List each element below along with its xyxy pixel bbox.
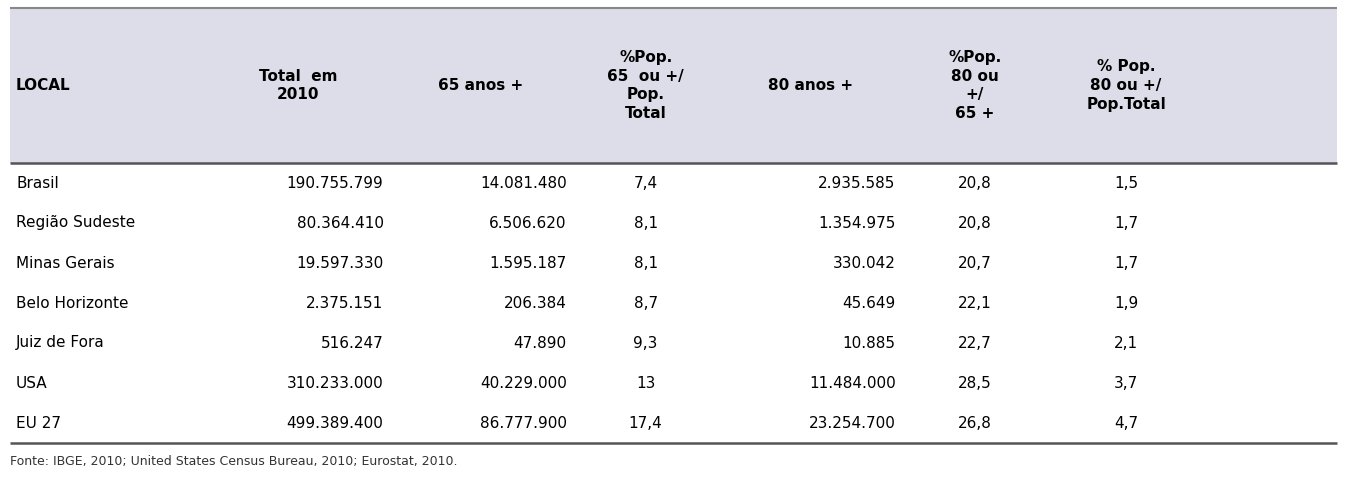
Text: 80.364.410: 80.364.410 — [296, 216, 384, 230]
Text: 310.233.000: 310.233.000 — [287, 375, 384, 391]
Text: %Pop.
80 ou
+/
65 +: %Pop. 80 ou +/ 65 + — [948, 50, 1001, 121]
Text: % Pop.
80 ou +/
Pop.Total: % Pop. 80 ou +/ Pop.Total — [1086, 59, 1167, 112]
Text: 86.777.900: 86.777.900 — [480, 416, 567, 431]
Text: 1.595.187: 1.595.187 — [489, 255, 567, 270]
Text: 1,7: 1,7 — [1114, 255, 1138, 270]
Text: EU 27: EU 27 — [16, 416, 61, 431]
Text: 8,1: 8,1 — [633, 255, 657, 270]
Text: 330.042: 330.042 — [832, 255, 896, 270]
Text: 40.229.000: 40.229.000 — [480, 375, 567, 391]
Text: 22,7: 22,7 — [958, 336, 991, 350]
Text: LOCAL: LOCAL — [16, 78, 70, 93]
Text: 206.384: 206.384 — [504, 295, 567, 311]
Text: 26,8: 26,8 — [958, 416, 991, 431]
Text: Fonte: IBGE, 2010; United States Census Bureau, 2010; Eurostat, 2010.: Fonte: IBGE, 2010; United States Census … — [9, 455, 458, 468]
Text: 499.389.400: 499.389.400 — [287, 416, 384, 431]
Text: Juiz de Fora: Juiz de Fora — [16, 336, 105, 350]
Bar — [9, 8, 1338, 163]
Text: Minas Gerais: Minas Gerais — [16, 255, 114, 270]
Text: 1,9: 1,9 — [1114, 295, 1138, 311]
Text: Brasil: Brasil — [16, 175, 59, 191]
Text: 7,4: 7,4 — [633, 175, 657, 191]
Text: 1.354.975: 1.354.975 — [819, 216, 896, 230]
Text: 20,8: 20,8 — [958, 216, 991, 230]
Text: 2.375.151: 2.375.151 — [306, 295, 384, 311]
Text: Região Sudeste: Região Sudeste — [16, 216, 135, 230]
Text: Belo Horizonte: Belo Horizonte — [16, 295, 128, 311]
Text: 11.484.000: 11.484.000 — [810, 375, 896, 391]
Text: 17,4: 17,4 — [629, 416, 663, 431]
Text: 1,5: 1,5 — [1114, 175, 1138, 191]
Text: 65 anos +: 65 anos + — [439, 78, 524, 93]
Text: 20,8: 20,8 — [958, 175, 991, 191]
Text: 6.506.620: 6.506.620 — [489, 216, 567, 230]
Text: 13: 13 — [636, 375, 656, 391]
Text: 2,1: 2,1 — [1114, 336, 1138, 350]
Text: 516.247: 516.247 — [321, 336, 384, 350]
Text: 9,3: 9,3 — [633, 336, 657, 350]
Text: 1,7: 1,7 — [1114, 216, 1138, 230]
Text: 8,7: 8,7 — [633, 295, 657, 311]
Text: USA: USA — [16, 375, 47, 391]
Text: 45.649: 45.649 — [842, 295, 896, 311]
Text: 22,1: 22,1 — [958, 295, 991, 311]
Text: %Pop.
65  ou +/
Pop.
Total: %Pop. 65 ou +/ Pop. Total — [607, 50, 684, 121]
Text: 10.885: 10.885 — [843, 336, 896, 350]
Text: 28,5: 28,5 — [958, 375, 991, 391]
Text: 2.935.585: 2.935.585 — [819, 175, 896, 191]
Text: 23.254.700: 23.254.700 — [808, 416, 896, 431]
Text: Total  em
2010: Total em 2010 — [259, 69, 337, 102]
Text: 20,7: 20,7 — [958, 255, 991, 270]
Text: 8,1: 8,1 — [633, 216, 657, 230]
Text: 4,7: 4,7 — [1114, 416, 1138, 431]
Text: 80 anos +: 80 anos + — [768, 78, 853, 93]
Text: 19.597.330: 19.597.330 — [296, 255, 384, 270]
Text: 3,7: 3,7 — [1114, 375, 1138, 391]
Text: 190.755.799: 190.755.799 — [287, 175, 384, 191]
Text: 14.081.480: 14.081.480 — [480, 175, 567, 191]
Text: 47.890: 47.890 — [513, 336, 567, 350]
